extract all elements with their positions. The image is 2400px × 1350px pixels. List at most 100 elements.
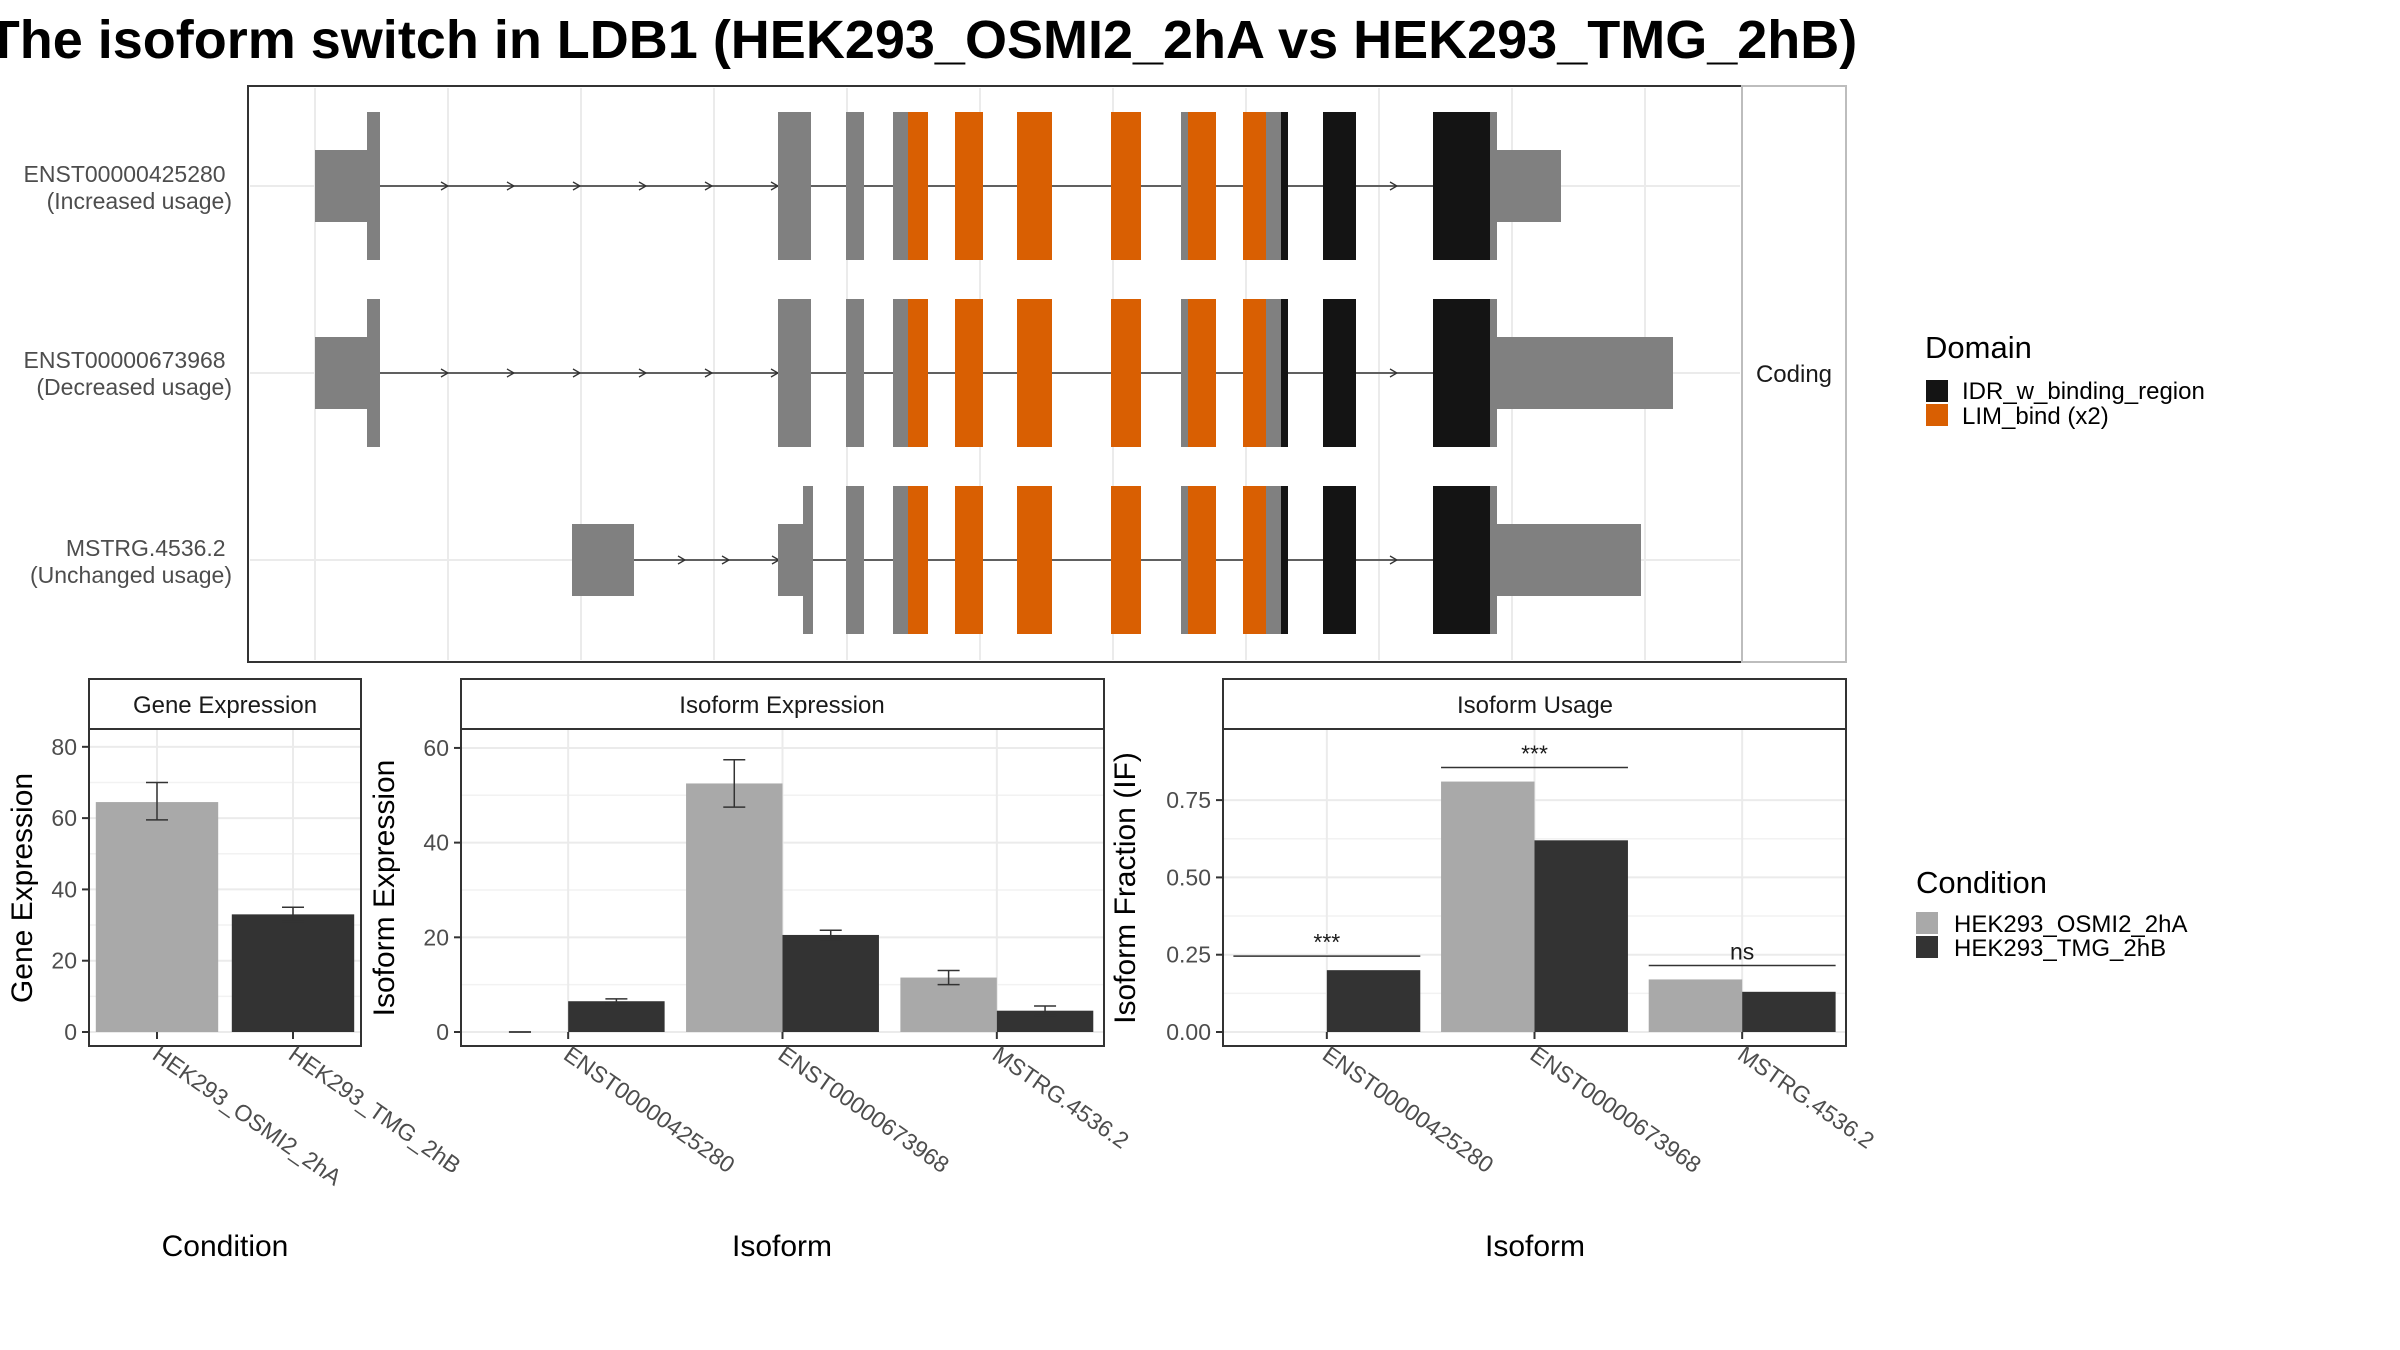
isoform-usage-ytick-label-2: 0.25 — [1166, 942, 1211, 968]
gene-expression-strip — [88, 678, 362, 730]
isoform-usage-xtick-label-1: ENST00000425280 — [1318, 1041, 1498, 1178]
isoform-1-direction-arrow-7 — [1389, 181, 1399, 191]
isoform-label-2: ENST00000673968 (Decreased usage) — [24, 347, 232, 400]
isoform-1-utr-exon-1 — [315, 150, 367, 222]
isoform-usage-significance-label-2: *** — [1521, 741, 1548, 767]
isoform-label-3: MSTRG.4536.2 (Unchanged usage) — [30, 535, 232, 588]
isoform-expression-strip-title: Isoform Expression — [679, 692, 884, 719]
legend-label-idr: IDR_w_binding_region — [1962, 378, 2205, 405]
isoform-3-coding-exon-4 — [846, 486, 864, 634]
isoform-expression-ytick-label-4: 60 — [423, 735, 449, 761]
isoform-3-idr-domain-16 — [1433, 486, 1490, 634]
legend-label-condition-b: HEK293_TMG_2hB — [1954, 935, 2166, 962]
isoform-expression-ytick-label-1: 0 — [436, 1019, 449, 1045]
isoform-usage-bar-s2-1 — [1326, 970, 1421, 1032]
isoform-expression-xtick-label-2: ENST00000673968 — [774, 1041, 954, 1178]
isoform-1-lim-bind-domain-9 — [1111, 112, 1141, 260]
isoform-3-coding-exon-5 — [893, 486, 908, 634]
isoform-2-direction-arrow-7 — [1389, 368, 1399, 378]
structure-strip — [1741, 85, 1847, 663]
isoform-expression-bar-s2-1 — [568, 1001, 665, 1032]
isoform-2-coding-exon-13 — [1266, 299, 1281, 447]
domain-legend: Domain IDR_w_binding_region LIM_bind (x2… — [1925, 330, 2205, 430]
legend-label-lim: LIM_bind (x2) — [1962, 403, 2109, 430]
isoform-3-lim-bind-domain-6 — [908, 486, 928, 634]
isoform-3-coding-exon-10 — [1181, 486, 1188, 634]
isoform-expression-ytick-label-3: 40 — [423, 830, 449, 856]
isoform-2-direction-arrow-5 — [704, 368, 714, 378]
isoform-2-coding-exon-5 — [893, 299, 908, 447]
isoform-expression-bar-s2-2 — [782, 934, 879, 1032]
isoform-2-lim-bind-domain-9 — [1111, 299, 1141, 447]
legend-swatch-lim — [1926, 404, 1948, 426]
isoform-2-direction-arrow-4 — [638, 368, 648, 378]
isoform-1-coding-exon-3 — [778, 112, 811, 260]
isoform-2-direction-arrow-1 — [440, 368, 450, 378]
isoform-3-direction-arrow-1 — [677, 555, 687, 565]
isoform-usage-bar-s2-2 — [1534, 840, 1628, 1032]
isoform-1-utr-exon-18 — [1497, 150, 1561, 222]
structure-tracks — [315, 112, 1673, 634]
isoform-usage-significance-label-1: *** — [1313, 929, 1340, 955]
isoform-3-lim-bind-domain-7 — [955, 486, 983, 634]
domain-legend-title: Domain — [1925, 330, 2032, 365]
isoform-3-lim-bind-domain-12 — [1243, 486, 1266, 634]
isoform-expression-ytick-label-2: 20 — [423, 924, 449, 950]
isoform-3-coding-exon-13 — [1266, 486, 1281, 634]
isoform-1-lim-bind-domain-12 — [1243, 112, 1266, 260]
isoform-2-direction-arrow-3 — [572, 368, 582, 378]
isoform-1-idr-domain-14 — [1281, 112, 1288, 260]
isoform-expression-bar-s2-3 — [996, 1010, 1094, 1032]
isoform-2-coding-exon-4 — [846, 299, 864, 447]
isoform-2-lim-bind-domain-6 — [908, 299, 928, 447]
gene-expression-strip-title: Gene Expression — [133, 692, 317, 719]
isoform-3-idr-domain-14 — [1281, 486, 1288, 634]
legend-swatch-condition-b — [1916, 936, 1938, 958]
isoform-usage-strip-title: Isoform Usage — [1457, 692, 1613, 719]
isoform-2-idr-domain-14 — [1281, 299, 1288, 447]
isoform-expression-xtick-label-3: MSTRG.4536.2 — [988, 1041, 1134, 1154]
gene-expression-ytick-label-2: 20 — [51, 948, 77, 974]
isoform-2-coding-exon-17 — [1490, 299, 1497, 447]
isoform-usage-ytick-label-3: 0.50 — [1166, 864, 1211, 890]
isoform-1-direction-arrow-3 — [572, 181, 582, 191]
figure-title: The isoform switch in LDB1 (HEK293_OSMI2… — [0, 10, 1857, 70]
isoform-1-direction-arrow-2 — [506, 181, 516, 191]
structure-strip-label: Coding — [1756, 361, 1832, 388]
isoform-1-coding-exon-2 — [367, 112, 380, 260]
isoform-1-coding-exon-4 — [846, 112, 864, 260]
isoform-2-idr-domain-15 — [1323, 299, 1356, 447]
isoform-expression-xtick-label-1: ENST00000425280 — [559, 1041, 739, 1178]
gene-expression-xlabel: Condition — [162, 1230, 289, 1263]
isoform-1-direction-arrow-5 — [704, 181, 714, 191]
isoform-expression-bar-s1-3 — [900, 977, 997, 1032]
isoform-1-coding-exon-10 — [1181, 112, 1188, 260]
isoform-2-idr-domain-16 — [1433, 299, 1490, 447]
isoform-1-lim-bind-domain-11 — [1188, 112, 1216, 260]
isoform-usage-xlabel: Isoform — [1485, 1230, 1585, 1263]
isoform-expression-bar-s1-2 — [686, 783, 783, 1032]
isoform-3-utr-exon-1 — [572, 524, 634, 596]
condition-legend: Condition HEK293_OSMI2_2hA HEK293_TMG_2h… — [1916, 865, 2187, 962]
isoform-usage-bar-s2-3 — [1742, 991, 1836, 1032]
isoform-3-utr-exon-18 — [1497, 524, 1641, 596]
isoform-3-idr-domain-15 — [1323, 486, 1356, 634]
isoform-usage-panel: Isoform Usage 0.00 0.25 0.50 0.75 ENST000004… — [1109, 678, 1879, 1263]
isoform-1-lim-bind-domain-7 — [955, 112, 983, 260]
isoform-2-coding-exon-2 — [367, 299, 380, 447]
isoform-3-lim-bind-domain-11 — [1188, 486, 1216, 634]
isoform-usage-xtick-label-3: MSTRG.4536.2 — [1733, 1041, 1879, 1154]
isoform-1-idr-domain-15 — [1323, 112, 1356, 260]
isoform-2-utr-exon-18 — [1497, 337, 1673, 409]
isoform-usage-ytick-label-4: 0.75 — [1166, 787, 1211, 813]
isoform-2-lim-bind-domain-7 — [955, 299, 983, 447]
isoform-usage-bar-s1-2 — [1441, 781, 1535, 1032]
structure-panel: Coding ENST00000425280 (Increased usage)… — [24, 85, 1847, 663]
isoform-2-utr-exon-1 — [315, 337, 367, 409]
gene-expression-ytick-label-3: 40 — [51, 876, 77, 902]
isoform-label-1: ENST00000425280 (Increased usage) — [24, 161, 232, 214]
isoform-2-lim-bind-domain-11 — [1188, 299, 1216, 447]
isoform-3-lim-bind-domain-8 — [1017, 486, 1052, 634]
isoform-1-idr-domain-16 — [1433, 112, 1490, 260]
